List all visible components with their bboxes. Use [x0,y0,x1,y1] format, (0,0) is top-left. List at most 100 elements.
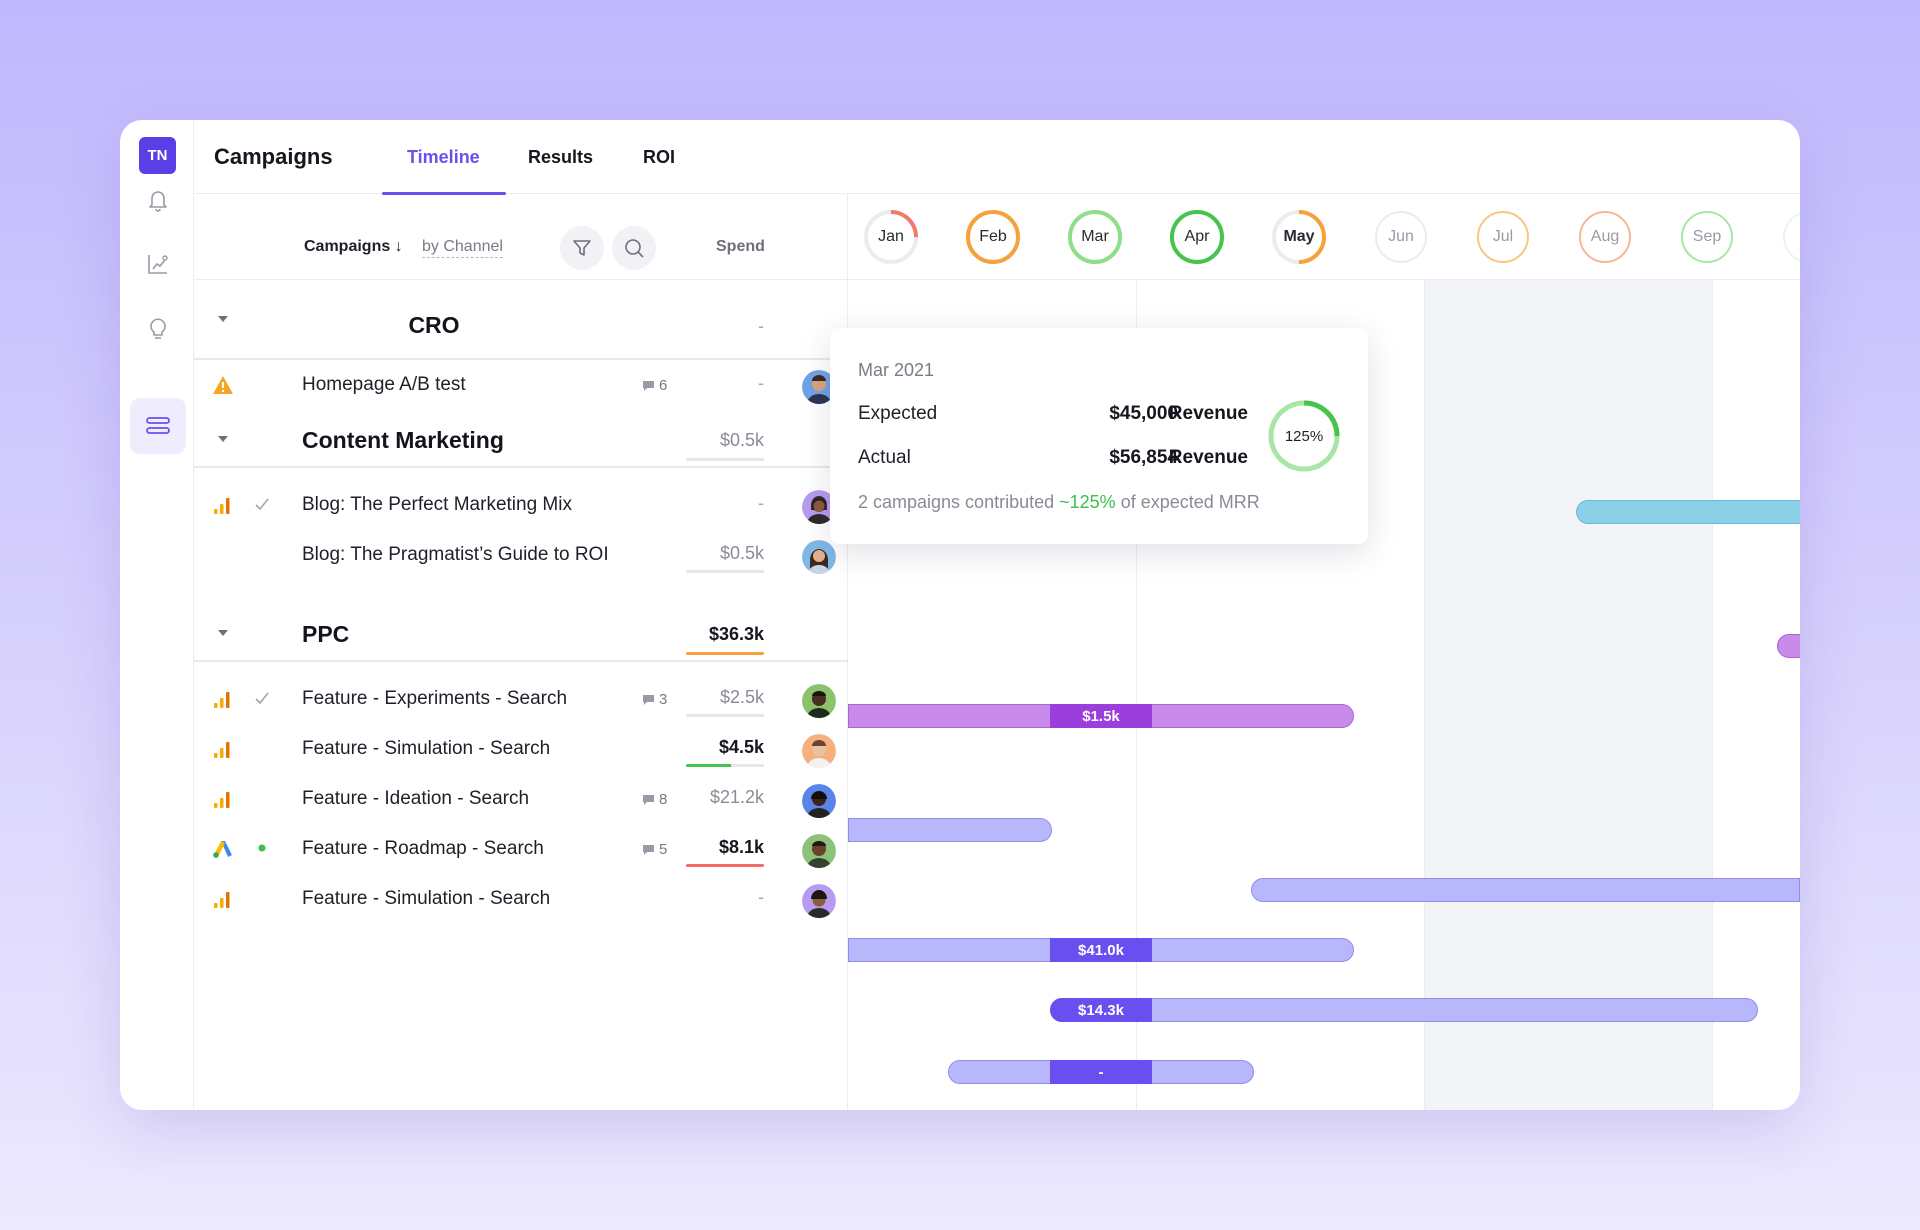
campaign-spend: - [758,373,764,393]
campaign-name: Feature - Simulation - Search [302,888,551,909]
campaign-name: Blog: The Perfect Marketing Mix [302,494,572,515]
table-row[interactable]: Blog: The Pragmatist’s Guide to ROI $0.5… [194,530,848,580]
comment-count[interactable]: 6 [642,377,667,394]
bar-value-label: $14.3k [1050,998,1152,1022]
tab-timeline[interactable]: Timeline [407,147,480,167]
month-jan[interactable]: Jan [862,208,920,266]
tab-results[interactable]: Results [528,147,594,167]
month-jul[interactable]: Jul [1474,208,1532,266]
bar-value-label: $41.0k [1050,938,1152,962]
search-button[interactable] [612,226,656,270]
campaign-name: Feature - Ideation - Search [302,788,530,809]
chart-icon [148,255,168,274]
table-row[interactable]: Homepage A/B test 6 - [194,360,848,410]
page-title: Campaigns [214,144,333,169]
avatar[interactable] [802,540,836,574]
bar-value-label: $1.5k [1050,704,1152,728]
month-may[interactable]: May [1270,208,1328,266]
ideas-button[interactable] [130,300,186,356]
table-row[interactable]: Feature - Ideation - Search 8 $21.2k [194,774,848,824]
comment-count[interactable]: 3 [642,691,667,708]
campaign-spend: $8.1k [718,837,764,857]
comment-icon [643,844,654,855]
group-by-selector[interactable]: by Channel [422,238,503,258]
chevron-down-icon[interactable] [216,314,230,324]
month-feb[interactable]: Feb [964,208,1022,266]
workspace-logo[interactable]: TN [139,137,176,174]
comment-count-value: 6 [659,377,668,394]
sort-campaigns[interactable]: Campaigns ↓ [304,238,403,255]
spend-indicator [686,458,764,461]
chevron-down-icon[interactable] [216,628,230,638]
campaign-table: Campaigns ↓ by Channel Spend CRO - [194,194,848,1110]
campaign-name: Feature - Roadmap - Search [302,838,544,859]
campaign-bar[interactable] [848,818,1052,842]
filter-icon [573,240,591,256]
tab-roi[interactable]: ROI [643,147,676,167]
tooltip-footer: 2 campaigns contributed ~125% of expecte… [858,492,1260,513]
chevron-down-icon[interactable] [216,434,230,444]
analytics-icon [214,498,230,514]
month-apr[interactable]: Apr [1168,208,1226,266]
notifications-button[interactable] [130,172,186,228]
campaign-spend: $4.5k [718,737,764,757]
expected-value: $45,000 [1109,403,1178,424]
comment-count[interactable]: 5 [642,841,667,858]
campaign-bar[interactable] [1251,878,1800,902]
group-row-cro[interactable]: CRO - [194,282,848,360]
group-spend: $0.5k [719,430,764,450]
campaign-name: Homepage A/B test [302,374,466,395]
group-row-ppc[interactable]: PPC $36.3k [194,604,848,662]
month-progress-ring [1681,211,1733,263]
timeline-button[interactable] [130,398,186,454]
avatar[interactable] [802,834,836,868]
campaign-bar[interactable] [1050,998,1758,1022]
month-progress-ring [1272,210,1326,264]
table-row[interactable]: Feature - Experiments - Search 3 $2.5k [194,674,848,724]
check-icon [255,692,269,705]
month-label: Jun [1388,228,1414,245]
analytics-button[interactable] [130,236,186,292]
table-row[interactable]: Feature - Simulation - Search $4.5k [194,724,848,774]
status-dot-icon [258,844,266,852]
campaign-spend: $2.5k [719,687,764,707]
gridline [1136,280,1137,1110]
campaign-bar[interactable] [1777,634,1800,658]
percent-ring: 125% [1266,398,1342,474]
filter-button[interactable] [560,226,604,270]
actual-label: Actual [858,447,911,468]
month-mar[interactable]: Mar [1066,208,1124,266]
comment-count-value: 8 [659,791,668,808]
month-oct-partial[interactable] [1780,208,1800,266]
avatar[interactable] [802,490,836,524]
table-row[interactable]: Feature - Roadmap - Search 5 $8.1k [194,824,848,874]
spend-column-header: Spend [716,238,765,255]
month-aug[interactable]: Aug [1576,208,1634,266]
tooltip-date: Mar 2021 [858,360,935,380]
campaign-spend: $0.5k [719,543,764,563]
campaign-bar[interactable] [1576,500,1800,524]
search-icon [625,239,644,258]
month-progress-ring [1375,211,1427,263]
month-sep[interactable]: Sep [1678,208,1736,266]
avatar[interactable] [802,784,836,818]
app-window: TN Campai [120,120,1800,1110]
campaign-spend: - [758,887,764,907]
bar-value-label: - [1050,1060,1152,1084]
comment-icon [643,380,654,391]
expected-label: Expected [858,403,938,424]
month-label: Feb [979,228,1007,245]
avatar[interactable] [802,884,836,918]
avatar[interactable] [802,734,836,768]
table-row[interactable]: Feature - Simulation - Search - [194,874,848,924]
table-row[interactable]: Blog: The Perfect Marketing Mix - [194,480,848,530]
group-spend: $36.3k [708,624,764,644]
month-jun[interactable]: Jun [1372,208,1430,266]
comment-count[interactable]: 8 [642,791,667,808]
spend-indicator [686,864,764,867]
group-row-content-marketing[interactable]: Content Marketing $0.5k [194,410,848,468]
avatar[interactable] [802,370,836,404]
month-label: Sep [1692,228,1722,245]
avatar[interactable] [802,684,836,718]
month-progress-ring [864,210,918,264]
